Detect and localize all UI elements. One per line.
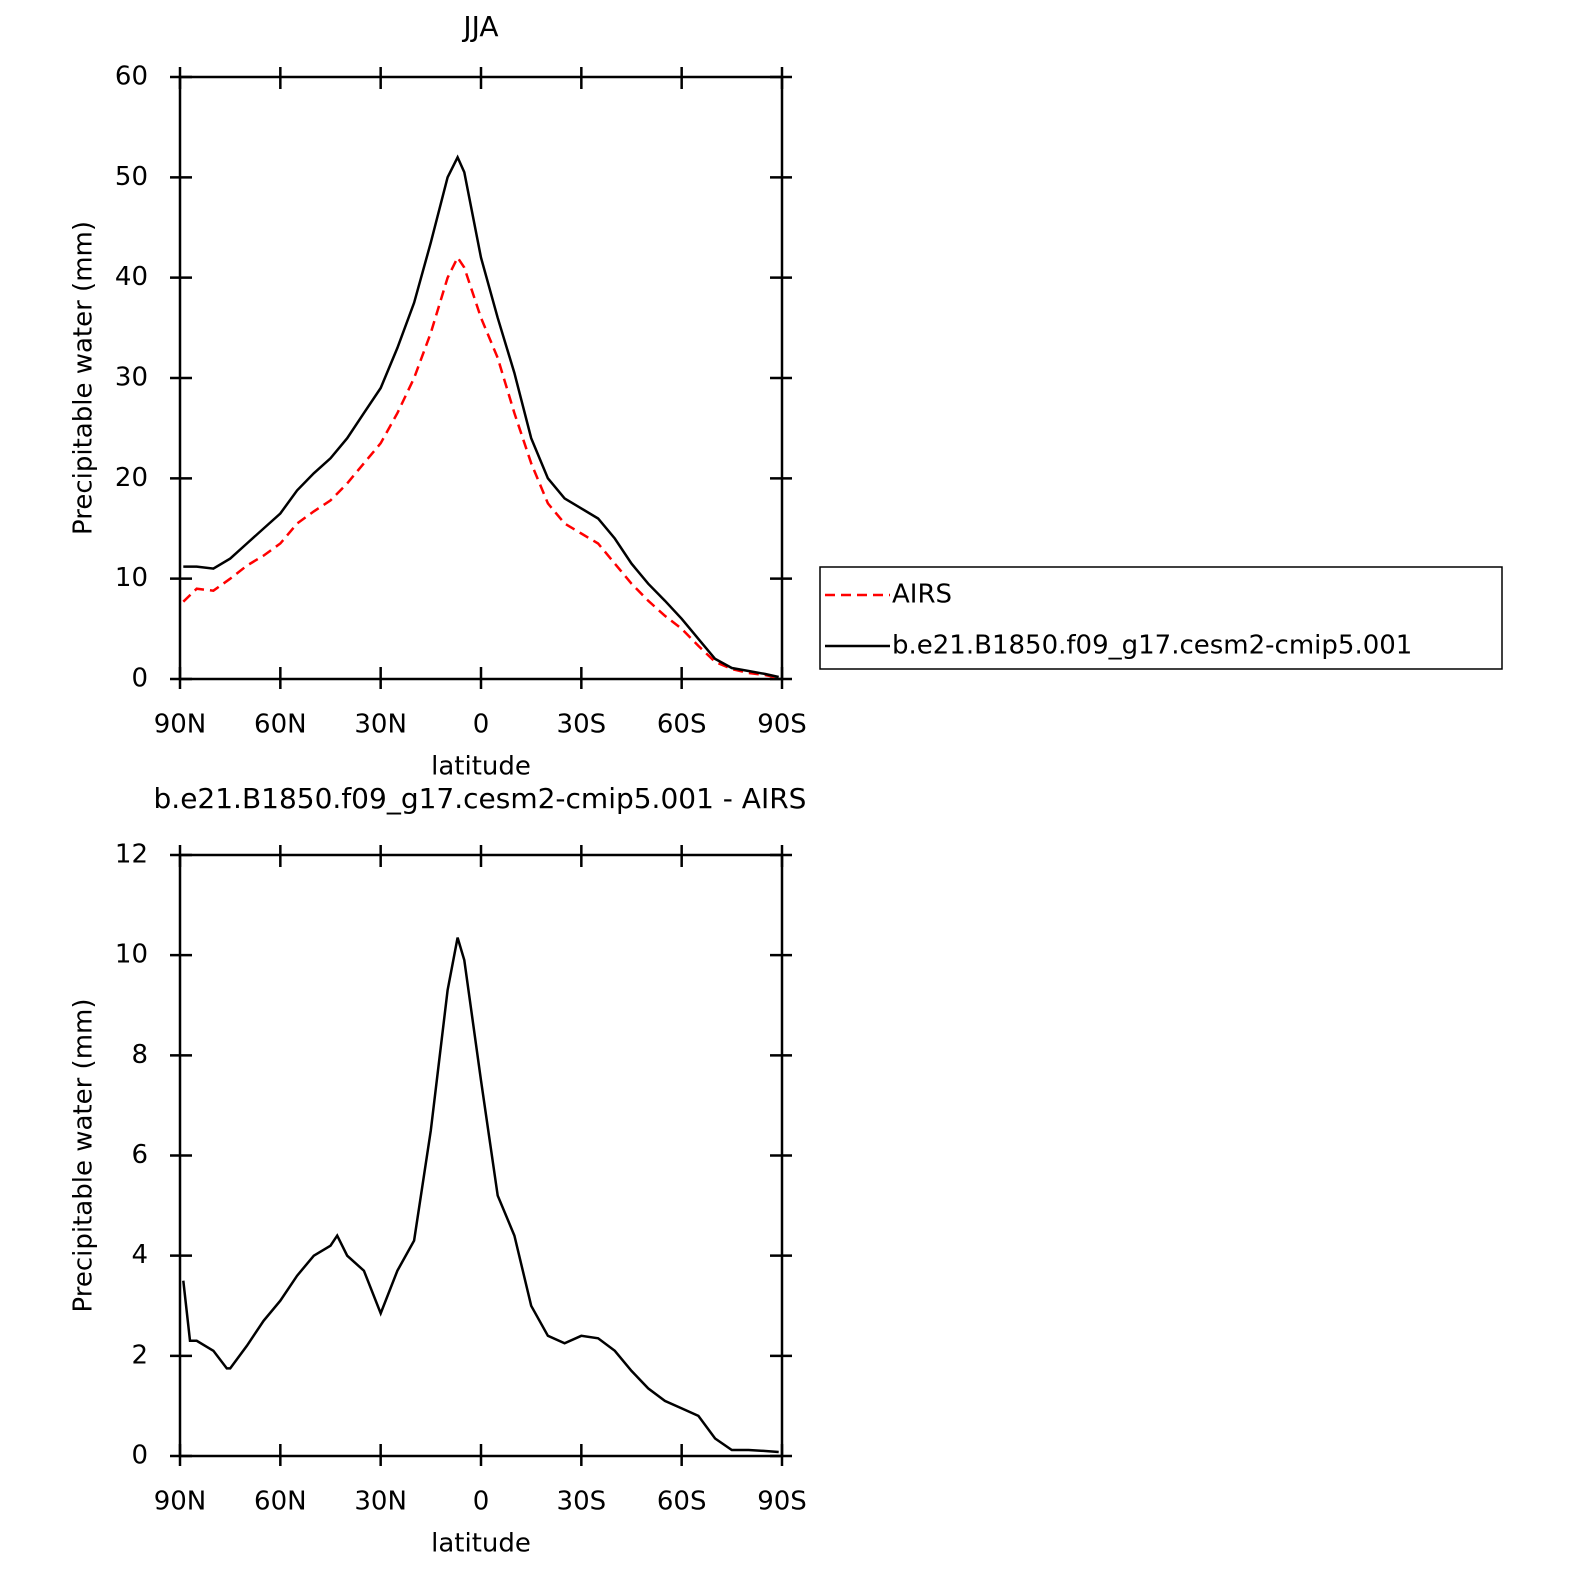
x-tick-label: 90S: [757, 710, 807, 740]
x-tick-label: 30S: [557, 710, 607, 740]
y-tick-label: 4: [131, 1240, 148, 1270]
data-line: [182, 937, 779, 1454]
x-axis-label: latitude: [431, 752, 531, 782]
x-tick-label: 90S: [757, 1487, 807, 1517]
y-tick-label: 0: [131, 1441, 148, 1471]
x-tick-label: 30S: [557, 1487, 607, 1517]
x-axis-label: latitude: [431, 1529, 531, 1559]
y-tick-label: 8: [131, 1040, 148, 1070]
y-axis-label: Precipitable water (mm): [69, 221, 99, 535]
plot-frame: [178, 853, 784, 1458]
y-tick-label: 20: [115, 463, 148, 493]
y-tick-label: 50: [115, 162, 148, 192]
x-tick-label: 30N: [354, 1487, 407, 1517]
y-tick-label: 40: [115, 262, 148, 292]
y-tick-label: 30: [115, 363, 148, 393]
x-tick-label: 90N: [154, 1487, 207, 1517]
x-tick-label: 30N: [354, 710, 407, 740]
x-tick-label: 0: [473, 710, 490, 740]
chart-title: b.e21.B1850.f09_g17.cesm2-cmip5.001 - AI…: [154, 782, 807, 815]
legend-box: [819, 566, 1503, 670]
y-tick-label: 6: [131, 1140, 148, 1170]
x-tick-label: 0: [473, 1487, 490, 1517]
plot-frame: [178, 75, 784, 681]
x-tick-label: 90N: [154, 710, 207, 740]
y-axis-label: Precipitable water (mm): [69, 999, 99, 1313]
data-line: [183, 154, 779, 679]
legend-label: b.e21.B1850.f09_g17.cesm2-cmip5.001: [892, 631, 1412, 661]
y-tick-label: 10: [115, 563, 148, 593]
y-tick-label: 10: [115, 940, 148, 970]
y-tick-label: 2: [131, 1340, 148, 1370]
data-line: [182, 255, 779, 680]
x-tick-label: 60S: [657, 1487, 707, 1517]
x-tick-label: 60S: [657, 710, 707, 740]
y-tick-label: 0: [131, 664, 148, 694]
chart-title: JJA: [461, 10, 498, 43]
y-tick-label: 60: [115, 62, 148, 92]
x-tick-label: 60N: [254, 710, 307, 740]
y-tick-label: 12: [115, 840, 148, 870]
x-tick-label: 60N: [254, 1487, 307, 1517]
legend-label: AIRS: [892, 580, 952, 610]
